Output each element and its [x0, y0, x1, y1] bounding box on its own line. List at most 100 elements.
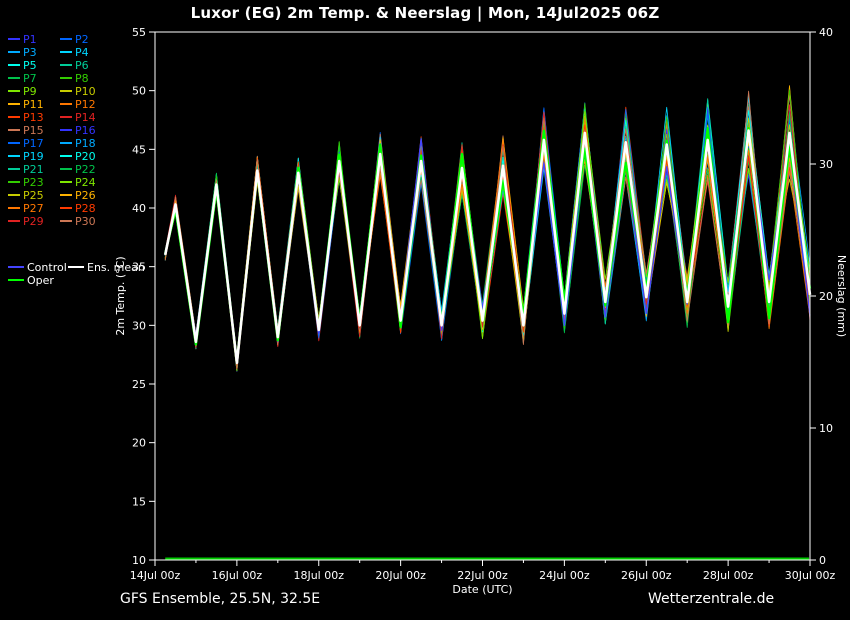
legend-row: P9 P10	[8, 80, 128, 98]
x-tick-label: 18Jul 00z	[293, 569, 344, 582]
legend-label: P6	[75, 58, 89, 72]
legend-item-p16: P16	[60, 124, 112, 137]
legend-label: P2	[75, 32, 89, 46]
ensemble-member-line	[164, 102, 811, 357]
left-tick-label: 50	[132, 85, 146, 98]
legend-item-p5: P5	[8, 59, 60, 72]
legend-item-p12: P12	[60, 98, 112, 111]
legend-swatch	[8, 194, 20, 196]
legend-item-p11: P11	[8, 98, 60, 111]
legend-label: P8	[75, 71, 89, 85]
legend-label: P18	[75, 136, 96, 150]
legend-swatch	[60, 64, 72, 66]
y-right-axis-title: Neerslag (mm)	[835, 255, 848, 337]
legend-label: P19	[23, 149, 44, 163]
ensemble-member-line	[164, 106, 811, 357]
legend-swatch	[8, 168, 20, 170]
legend-label: P12	[75, 97, 96, 111]
legend-swatch	[8, 77, 20, 79]
ensemble-member-line	[164, 89, 811, 370]
legend-swatch	[60, 116, 72, 118]
legend-label: P26	[75, 188, 96, 202]
ensemble-member-line	[164, 91, 811, 371]
legend-swatch	[68, 266, 84, 268]
legend-swatch	[60, 129, 72, 131]
legend-label: P4	[75, 45, 89, 59]
legend-item-p23: P23	[8, 176, 60, 189]
ensemble-member-line	[164, 104, 811, 372]
legend-item-ens-mean: Ens. mean	[68, 261, 145, 274]
legend-item-p1: P1	[8, 33, 60, 46]
legend-label: P9	[23, 84, 37, 98]
footer-model-info: GFS Ensemble, 25.5N, 32.5E	[120, 591, 321, 607]
legend-item-p19: P19	[8, 150, 60, 163]
legend-item-p3: P3	[8, 46, 60, 59]
legend-item-p26: P26	[60, 189, 112, 202]
legend-row: P1 P2	[8, 28, 128, 46]
left-tick-label: 25	[132, 378, 146, 391]
legend-row: P27 P28	[8, 197, 128, 215]
legend-item-p20: P20	[60, 150, 112, 163]
plot-border	[154, 31, 811, 561]
legend-swatch	[8, 129, 20, 131]
ensemble-member-line	[164, 90, 811, 368]
legend-swatch	[60, 155, 72, 157]
right-tick-label: 0	[819, 554, 826, 567]
y-left-axis-title: 2m Temp. (°C)	[114, 256, 127, 335]
legend-swatch	[8, 64, 20, 66]
legend-row: P7 P8	[8, 67, 128, 85]
legend-item-p10: P10	[60, 85, 112, 98]
legend-label: P27	[23, 201, 44, 215]
legend-label: P11	[23, 97, 44, 111]
legend-label: P14	[75, 110, 96, 124]
ensemble-member-line	[164, 104, 811, 368]
legend-swatch	[8, 207, 20, 209]
ensemble-mean-line	[163, 129, 812, 365]
legend-swatch	[60, 181, 72, 183]
legend-row: P29 P30	[8, 210, 128, 228]
legend-item-p28: P28	[60, 202, 112, 215]
x-tick-label: 16Jul 00z	[212, 569, 263, 582]
left-tick-label: 35	[132, 261, 146, 274]
legend-label: P22	[75, 162, 96, 176]
legend-label: P15	[23, 123, 44, 137]
legend-swatch	[60, 168, 72, 170]
ensemble-member-line	[164, 105, 811, 362]
x-tick-label: 28Jul 00z	[703, 569, 754, 582]
legend-swatch	[8, 155, 20, 157]
legend-item-p6: P6	[60, 59, 112, 72]
legend-label: Control	[27, 260, 67, 274]
right-tick-label: 20	[819, 290, 833, 303]
legend-item-p9: P9	[8, 85, 60, 98]
legend-swatch	[8, 142, 20, 144]
legend-item-p24: P24	[60, 176, 112, 189]
legend-item-p14: P14	[60, 111, 112, 124]
left-tick-label: 20	[132, 437, 146, 450]
legend-row-oper: Oper	[8, 269, 128, 287]
legend-swatch	[60, 77, 72, 79]
legend-item-p4: P4	[60, 46, 112, 59]
left-tick-label: 10	[132, 554, 146, 567]
left-tick-label: 30	[132, 319, 146, 332]
legend-swatch	[8, 266, 24, 268]
legend-label: P5	[23, 58, 37, 72]
chart-title: Luxor (EG) 2m Temp. & Neerslag | Mon, 14…	[190, 4, 660, 22]
legend-label: P20	[75, 149, 96, 163]
right-tick-label: 30	[819, 158, 833, 171]
legend-swatch	[60, 194, 72, 196]
x-tick-label: 30Jul 00z	[785, 569, 836, 582]
legend-swatch	[8, 90, 20, 92]
legend-swatch	[8, 220, 20, 222]
ensemble-member-line	[164, 95, 811, 366]
right-tick-label: 40	[819, 26, 833, 39]
ensemble-member-line	[164, 87, 811, 372]
legend-row: P5 P6	[8, 54, 128, 72]
legend-label: P21	[23, 162, 44, 176]
legend-swatch	[60, 90, 72, 92]
x-axis-title: Date (UTC)	[452, 583, 512, 596]
legend-swatch	[8, 181, 20, 183]
right-tick-label: 10	[819, 422, 833, 435]
legend-swatch	[60, 220, 72, 222]
